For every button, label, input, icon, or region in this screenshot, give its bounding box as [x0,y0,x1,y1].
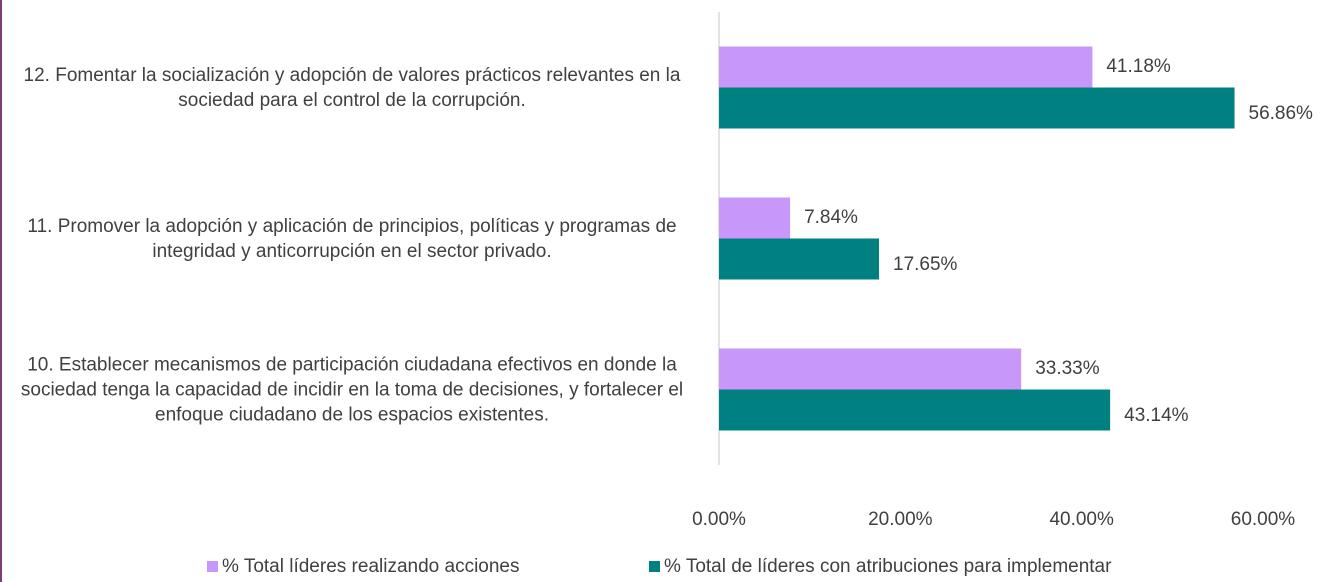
category-label: 11. Promover la adopción y aplicación de… [27,215,677,262]
legend-label: % Total de líderes con atribuciones para… [664,556,1112,577]
x-tick-label: 60.00% [1231,509,1296,530]
bar [719,87,1235,129]
category-label: 10. Establecer mecanismos de participaci… [20,354,684,425]
bar [719,389,1111,431]
legend-swatch [207,561,218,572]
bar [719,197,791,239]
legend-label: % Total líderes realizando acciones [222,556,520,577]
x-tick-label: 40.00% [1049,509,1114,530]
bar [719,238,880,280]
value-label: 43.14% [1124,405,1189,426]
value-label: 41.18% [1106,56,1171,77]
x-tick-label: 20.00% [868,509,933,530]
value-label: 56.86% [1249,103,1314,124]
value-label: 17.65% [893,254,958,275]
x-tick-label: 0.00% [692,509,746,530]
bar [719,46,1093,88]
legend-swatch [649,561,660,572]
value-label: 7.84% [804,207,858,228]
value-label: 33.33% [1035,358,1100,379]
category-label: 12. Fomentar la socialización y adopción… [23,64,681,111]
bar [719,348,1022,390]
